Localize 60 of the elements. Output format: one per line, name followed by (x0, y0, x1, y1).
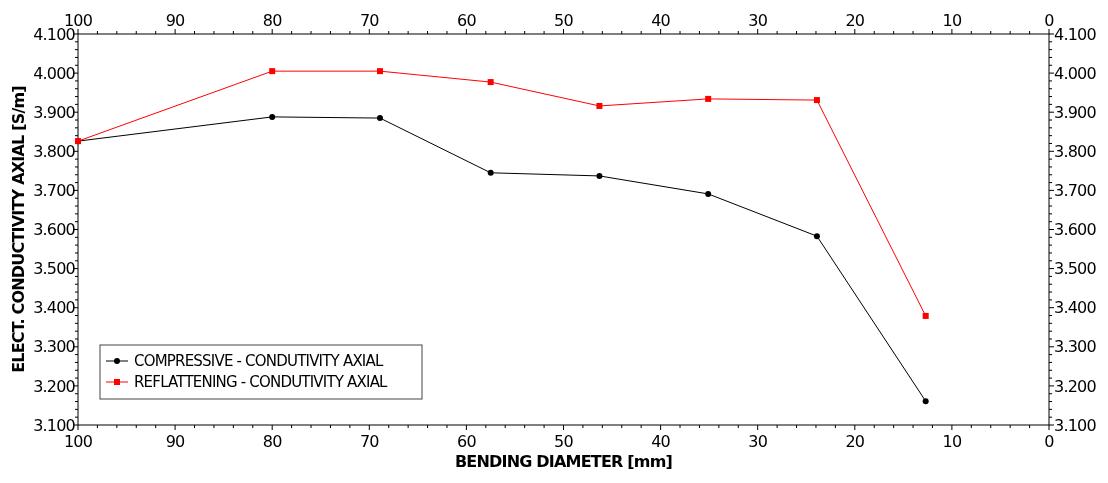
x-tick-label: 30 (748, 11, 768, 30)
x2-tick-label: 20 (845, 432, 865, 451)
point (487, 169, 494, 176)
y-tick-label: 3.900 (33, 102, 76, 122)
y2-tick-label: 3.100 (1054, 415, 1097, 435)
x2-tick-label: 70 (359, 432, 380, 451)
point (813, 233, 820, 240)
point (376, 68, 383, 75)
point (705, 190, 712, 197)
y2-tick-label: 4.000 (1054, 63, 1097, 83)
x-tick-label: 60 (457, 11, 477, 30)
x2-tick-label: 30 (748, 432, 768, 451)
x2-tick-label: 90 (165, 432, 186, 451)
x2-tick-label: 40 (651, 432, 671, 451)
x-tick-label: 10 (942, 11, 962, 30)
y-tick-label: 3.700 (33, 181, 76, 200)
y-tick-label: 3.100 (33, 415, 76, 435)
y2-tick-label: 3.700 (1054, 181, 1097, 200)
x-tick-label: 80 (262, 11, 283, 30)
y-tick-label: 3.600 (33, 220, 76, 240)
x2-tick-label: 80 (262, 432, 283, 451)
point (596, 172, 603, 179)
y-axis-title: ELECT. CONDUCTIVITY AXIAL [S/m] (9, 86, 28, 373)
point (269, 113, 276, 120)
x-tick-label: 20 (845, 11, 865, 30)
x-tick-label: 90 (165, 11, 186, 30)
point (376, 115, 383, 122)
x2-tick-label: 50 (554, 432, 574, 451)
point (596, 102, 603, 109)
point (705, 95, 712, 102)
point (487, 79, 494, 86)
y-tick-label: 4.000 (33, 63, 76, 83)
legend-key: REFLATTENING - CONDUTIVITY AXIAL (105, 373, 387, 392)
x-tick-label: 0 (1044, 11, 1055, 30)
x-tick-label: 70 (359, 11, 380, 30)
point (922, 398, 929, 405)
x-tick-label: 50 (554, 11, 574, 30)
x2-tick-label: 60 (457, 432, 477, 451)
y2-tick-label: 4.100 (1054, 24, 1097, 44)
x-tick-label: 40 (651, 11, 671, 30)
x2-tick-label: 10 (942, 432, 962, 451)
y2-tick-label: 3.400 (1054, 298, 1097, 318)
x-axis-title: BENDING DIAMETER [mm] (454, 452, 673, 471)
y2-tick-label: 3.300 (1054, 337, 1097, 357)
y2-tick-label: 3.200 (1054, 376, 1097, 396)
point (813, 97, 820, 104)
point (922, 312, 929, 319)
y2-tick-label: 3.600 (1054, 220, 1097, 240)
y2-tick-label: 3.900 (1054, 102, 1097, 122)
y-tick-label: 3.300 (33, 337, 76, 357)
legend-key: COMPRESSIVE - CONDUTIVITY AXIAL (105, 352, 383, 371)
y-tick-label: 3.800 (33, 141, 76, 161)
point (269, 68, 276, 75)
x2-tick-label: 100 (63, 432, 93, 451)
y2-tick-label: 3.800 (1054, 141, 1097, 161)
y-tick-label: 3.400 (33, 298, 76, 318)
x2-tick-label: 0 (1044, 432, 1055, 451)
y-tick-label: 3.200 (33, 376, 76, 396)
y2-tick-label: 3.500 (1054, 259, 1097, 279)
y-tick-label: 3.500 (33, 259, 76, 279)
